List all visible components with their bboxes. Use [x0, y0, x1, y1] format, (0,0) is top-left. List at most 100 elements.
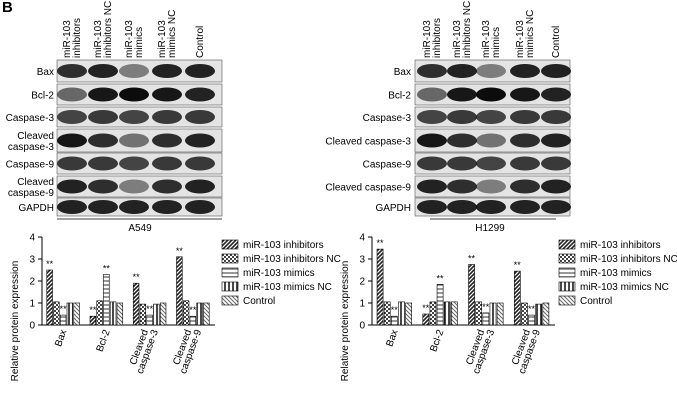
- blot-band: [510, 179, 540, 194]
- bar: [443, 301, 451, 326]
- bar: [103, 274, 110, 326]
- significance: **: [391, 305, 399, 315]
- bar: [528, 314, 535, 326]
- bar: [521, 302, 528, 326]
- blot-band: [541, 64, 571, 78]
- blot-band: [447, 200, 477, 214]
- blot-band: [119, 200, 149, 214]
- blot-band: [185, 179, 215, 194]
- bar: [146, 314, 153, 326]
- y-axis-label: Relative protein expression: [10, 261, 21, 382]
- blot-band: [447, 179, 477, 194]
- legend-label: miR-103 mimics: [580, 268, 652, 279]
- blot-band: [152, 87, 182, 102]
- significance: **: [46, 259, 54, 269]
- blot-band: [119, 133, 149, 148]
- bar: [398, 301, 405, 326]
- significance: **: [468, 254, 476, 264]
- y-tick-label: 3: [29, 255, 35, 266]
- blot-band: [185, 156, 215, 171]
- bar: [405, 302, 412, 326]
- column-label: mimics: [491, 27, 502, 58]
- blot-band: [510, 110, 540, 124]
- column-label: miR-103: [124, 20, 135, 58]
- y-tick-label: 4: [359, 233, 365, 244]
- column-label: mimics: [134, 27, 145, 58]
- blot-band: [510, 200, 540, 214]
- column-label: mimics NC: [525, 10, 536, 58]
- blot-band: [88, 110, 118, 124]
- column-label: miR-103: [481, 20, 492, 58]
- blot-band: [541, 133, 571, 148]
- bar: [422, 313, 430, 326]
- row-label: GAPDH: [375, 203, 411, 214]
- bar: [53, 301, 60, 326]
- blot-band: [476, 156, 506, 171]
- significance: **: [189, 305, 197, 315]
- cell-line-label: A549: [128, 223, 152, 234]
- x-tick-label: Bax: [53, 328, 69, 348]
- bar: [73, 302, 80, 326]
- row-label: Caspase-3: [363, 113, 412, 124]
- column-label: Control: [551, 26, 562, 58]
- blot-band: [57, 87, 87, 102]
- column-label: inhibitors: [72, 18, 83, 58]
- significance: **: [422, 303, 430, 313]
- bar: [59, 314, 67, 326]
- bar: [376, 248, 384, 326]
- legend-label: miR-103 mimics: [243, 268, 315, 279]
- legend-label: miR-103 inhibitors NC: [580, 254, 677, 265]
- cell-line-label: H1299: [475, 223, 505, 234]
- row-label: Caspase-9: [6, 160, 55, 171]
- row-label: caspase-9: [8, 188, 55, 199]
- column-label: miR-103: [62, 20, 73, 58]
- x-tick-label: Bax: [384, 328, 400, 348]
- y-tick-label: 4: [29, 233, 35, 244]
- blot-band: [447, 64, 477, 78]
- bar: [66, 302, 74, 326]
- column-label: inhibitors: [432, 18, 443, 58]
- blot-band: [541, 200, 571, 214]
- row-label: Caspase-3: [6, 113, 55, 124]
- row-label: Caspase-9: [363, 160, 412, 171]
- row-label: GAPDH: [18, 203, 54, 214]
- bar: [139, 303, 147, 326]
- bar: [451, 301, 458, 326]
- bar: [109, 301, 117, 326]
- legend-label: miR-103 mimics NC: [243, 282, 332, 293]
- blot-band: [119, 87, 149, 102]
- column-label: Control: [195, 26, 206, 58]
- legend-swatch: [221, 267, 239, 278]
- blot-band: [541, 87, 571, 102]
- bar: [513, 270, 521, 326]
- row-label: Cleaved caspase-9: [325, 183, 411, 194]
- column-label: miR-103: [93, 20, 104, 58]
- blot-band: [185, 64, 215, 78]
- blot-band: [447, 87, 477, 102]
- blot-band: [510, 133, 540, 148]
- legend-swatch: [221, 253, 239, 264]
- column-label: inhibitors NC: [462, 1, 473, 58]
- bar: [496, 302, 504, 326]
- bar: [116, 302, 124, 326]
- bar: [46, 269, 53, 326]
- bar: [436, 283, 444, 326]
- significance: **: [437, 273, 445, 283]
- blot-band: [447, 133, 477, 148]
- blot-band: [185, 133, 215, 148]
- bar: [153, 303, 160, 326]
- blot-band: [447, 110, 477, 124]
- blot-band: [57, 64, 87, 78]
- blot-band: [119, 156, 149, 171]
- significance: **: [133, 272, 141, 282]
- bar: [482, 312, 490, 326]
- legend-label: miR-103 inhibitors: [580, 240, 661, 251]
- bar: [189, 315, 197, 326]
- legend-swatch: [221, 239, 239, 250]
- legend-swatch: [558, 267, 576, 278]
- blot-band: [185, 110, 215, 124]
- row-label: Bax: [394, 67, 411, 78]
- blot-band: [541, 110, 571, 124]
- legend-label: Control: [580, 296, 612, 307]
- blot-band: [57, 200, 87, 214]
